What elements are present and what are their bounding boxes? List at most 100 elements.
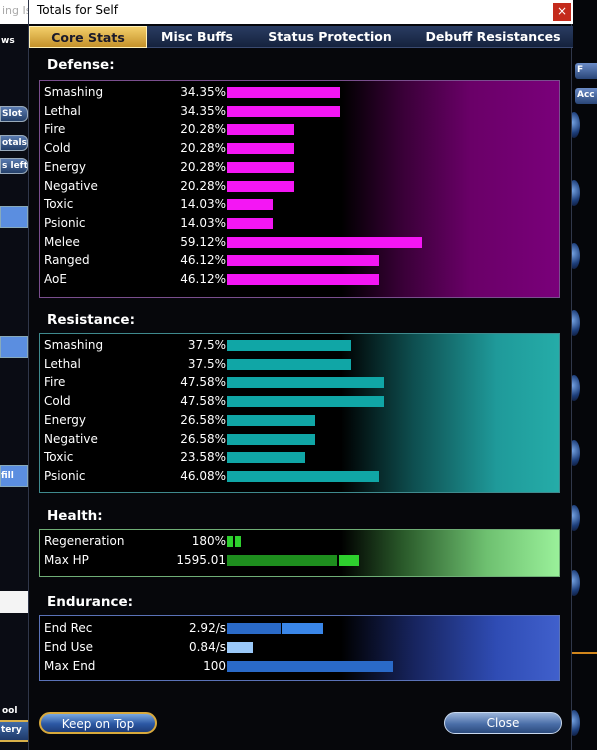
- stat-label: Regeneration: [44, 534, 125, 548]
- stat-value: 59.12%: [180, 234, 226, 249]
- defense-bar: [227, 255, 379, 267]
- defense-bar: [227, 217, 273, 229]
- stat-label: Max End: [44, 659, 96, 673]
- stat-value: 14.03%: [180, 197, 226, 212]
- stat-value: 34.35%: [180, 85, 226, 99]
- stat-label: Psionic: [44, 468, 86, 483]
- resistance-bar: [227, 433, 315, 445]
- stat-value: 26.58%: [180, 431, 226, 446]
- stat-value: 26.58%: [180, 412, 226, 427]
- defense-row-negative: Negative 20.28%: [40, 177, 561, 196]
- resistance-row-lethal: Lethal 37.5%: [40, 355, 561, 374]
- background-blue-slot[interactable]: [0, 206, 28, 228]
- background-right-button[interactable]: F: [575, 63, 597, 79]
- defense-bar: [227, 143, 294, 155]
- stat-value: 20.28%: [180, 141, 226, 156]
- resistance-row-negative: Negative 26.58%: [40, 430, 561, 449]
- close-button[interactable]: Close: [444, 712, 562, 734]
- tab-debuff-resistances[interactable]: Debuff Resistances: [425, 29, 561, 44]
- stat-label: Cold: [44, 141, 71, 156]
- resistance-bar: [227, 396, 384, 408]
- background-mastery-button[interactable]: tery: [0, 720, 30, 742]
- resistance-row-smashing: Smashing 37.5%: [40, 336, 561, 355]
- defense-bar: [227, 124, 294, 136]
- stat-label: Fire: [44, 122, 66, 137]
- end-rec-bar-segment: [282, 623, 323, 634]
- stat-value: 100: [203, 659, 226, 673]
- background-slot-button[interactable]: Slot: [0, 106, 28, 122]
- defense-bar: [227, 87, 340, 98]
- background-totals-button[interactable]: otals: [0, 135, 28, 151]
- health-panel: Regeneration 180% Max HP 1595.01: [39, 529, 560, 577]
- health-header: Health:: [47, 508, 103, 524]
- defense-row-toxic: Toxic 14.03%: [40, 195, 561, 214]
- endurance-panel: End Rec 2.92/s End Use 0.84/s Max End 10…: [39, 615, 560, 681]
- tab-core-stats[interactable]: Core Stats: [29, 26, 147, 48]
- endurance-header: Endurance:: [47, 594, 134, 610]
- stat-label: Energy: [44, 159, 87, 174]
- stat-value: 14.03%: [180, 215, 226, 230]
- stat-value: 20.28%: [180, 178, 226, 193]
- stat-value: 46.12%: [180, 272, 226, 286]
- endurance-row-end-rec: End Rec 2.92/s: [40, 619, 561, 638]
- stat-value: 47.58%: [180, 375, 226, 390]
- resistance-row-fire: Fire 47.58%: [40, 373, 561, 392]
- stat-label: Fire: [44, 375, 66, 390]
- end-rec-bar: [227, 623, 281, 634]
- defense-row-aoe: AoE 46.12%: [40, 270, 561, 289]
- regeneration-bar: [227, 536, 233, 547]
- tab-status-protection[interactable]: Status Protection: [268, 29, 392, 44]
- stat-value: 20.28%: [180, 159, 226, 174]
- stat-value: 2.92/s: [188, 621, 226, 635]
- stat-label: Energy: [44, 412, 87, 427]
- endurance-row-max-end: Max End 100: [40, 657, 561, 676]
- stat-value: 0.84/s: [188, 640, 226, 654]
- background-fill-button[interactable]: fill: [0, 465, 28, 487]
- close-icon[interactable]: ×: [553, 3, 571, 21]
- resistance-row-cold: Cold 47.58%: [40, 392, 561, 411]
- defense-bar: [227, 105, 340, 117]
- stat-label: End Use: [44, 640, 94, 654]
- resistance-panel: Smashing 37.5% Lethal 37.5% Fire 47.58% Cold 47…: [39, 333, 560, 493]
- resistance-bar: [227, 470, 379, 482]
- background-left-button[interactable]: s left: [0, 158, 28, 174]
- resistance-bar: [227, 452, 305, 464]
- resistance-row-toxic: Toxic 23.58%: [40, 448, 561, 467]
- stat-label: End Rec: [44, 621, 93, 635]
- defense-panel: Smashing 34.35% Lethal 34.35% Fire 20.28% Cold…: [39, 80, 560, 298]
- background-item-ws[interactable]: ws: [1, 36, 15, 46]
- background-pool-label: ool: [2, 706, 18, 716]
- tab-misc-buffs[interactable]: Misc Buffs: [161, 29, 233, 44]
- stat-label: Smashing: [44, 85, 104, 99]
- stat-value: 47.58%: [180, 394, 226, 409]
- stat-value: 46.08%: [180, 468, 226, 483]
- window-title: Totals for Self: [37, 3, 118, 17]
- health-row-max-hp: Max HP 1595.01: [40, 551, 561, 570]
- stat-label: Smashing: [44, 338, 104, 352]
- stat-value: 34.35%: [180, 103, 226, 118]
- background-title: ing Is: [0, 0, 30, 24]
- stat-label: Psionic: [44, 215, 86, 230]
- resistance-row-energy: Energy 26.58%: [40, 411, 561, 430]
- defense-bar: [227, 199, 273, 211]
- window-titlebar[interactable]: Totals for Self ×: [29, 0, 573, 24]
- defense-row-melee: Melee 59.12%: [40, 233, 561, 252]
- stat-label: Cold: [44, 394, 71, 409]
- stat-value: 180%: [191, 534, 226, 548]
- defense-row-energy: Energy 20.28%: [40, 158, 561, 177]
- keep-on-top-button[interactable]: Keep on Top: [39, 712, 157, 734]
- tab-bar: Core Stats Misc Buffs Status Protection …: [29, 26, 573, 48]
- background-white-field[interactable]: [0, 591, 28, 613]
- background-account-button[interactable]: Acc: [575, 88, 597, 104]
- resistance-row-psionic: Psionic 46.08%: [40, 467, 561, 486]
- max-hp-bar-segment: [339, 555, 359, 566]
- resistance-bar: [227, 340, 351, 351]
- stat-value: 23.58%: [180, 450, 226, 465]
- defense-row-cold: Cold 20.28%: [40, 139, 561, 158]
- endurance-row-end-use: End Use 0.84/s: [40, 638, 561, 657]
- defense-bar: [227, 180, 294, 192]
- health-row-regeneration: Regeneration 180%: [40, 532, 561, 551]
- stat-value: 1595.01: [176, 553, 226, 567]
- defense-row-fire: Fire 20.28%: [40, 120, 561, 139]
- background-blue-slot[interactable]: [0, 336, 28, 358]
